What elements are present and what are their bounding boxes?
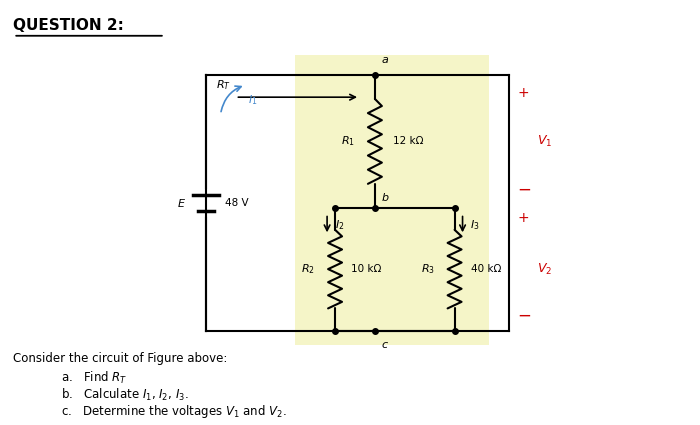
Text: $E$: $E$: [176, 197, 186, 209]
Text: $I_2$: $I_2$: [335, 218, 344, 232]
Text: c.   Determine the voltages $V_1$ and $V_2$.: c. Determine the voltages $V_1$ and $V_2…: [61, 403, 287, 420]
Text: +: +: [517, 210, 529, 224]
Text: $V_2$: $V_2$: [538, 261, 552, 277]
Text: −: −: [517, 181, 531, 199]
Text: $I_3$: $I_3$: [470, 218, 479, 232]
Text: 10 kΩ: 10 kΩ: [351, 264, 382, 274]
Text: 40 kΩ: 40 kΩ: [470, 264, 501, 274]
Text: $V_1$: $V_1$: [538, 134, 552, 149]
Text: 12 kΩ: 12 kΩ: [393, 136, 424, 146]
Bar: [295, 55, 489, 345]
Text: −: −: [517, 307, 531, 325]
Text: $R_T$: $R_T$: [216, 79, 230, 92]
Text: c: c: [382, 340, 388, 350]
Text: a.   Find $R_T$: a. Find $R_T$: [61, 370, 127, 386]
Text: a: a: [382, 55, 389, 65]
Text: $R_2$: $R_2$: [301, 262, 315, 276]
Text: Consider the circuit of Figure above:: Consider the circuit of Figure above:: [13, 352, 228, 365]
Text: b.   Calculate $I_1$, $I_2$, $I_3$.: b. Calculate $I_1$, $I_2$, $I_3$.: [61, 386, 189, 402]
Text: +: +: [517, 86, 529, 100]
Text: 48 V: 48 V: [225, 198, 249, 208]
Text: $R_1$: $R_1$: [341, 134, 355, 148]
Text: b: b: [382, 193, 389, 203]
Text: $R_3$: $R_3$: [421, 262, 435, 276]
Text: QUESTION 2:: QUESTION 2:: [13, 18, 124, 33]
Text: $I_1$: $I_1$: [248, 93, 258, 107]
